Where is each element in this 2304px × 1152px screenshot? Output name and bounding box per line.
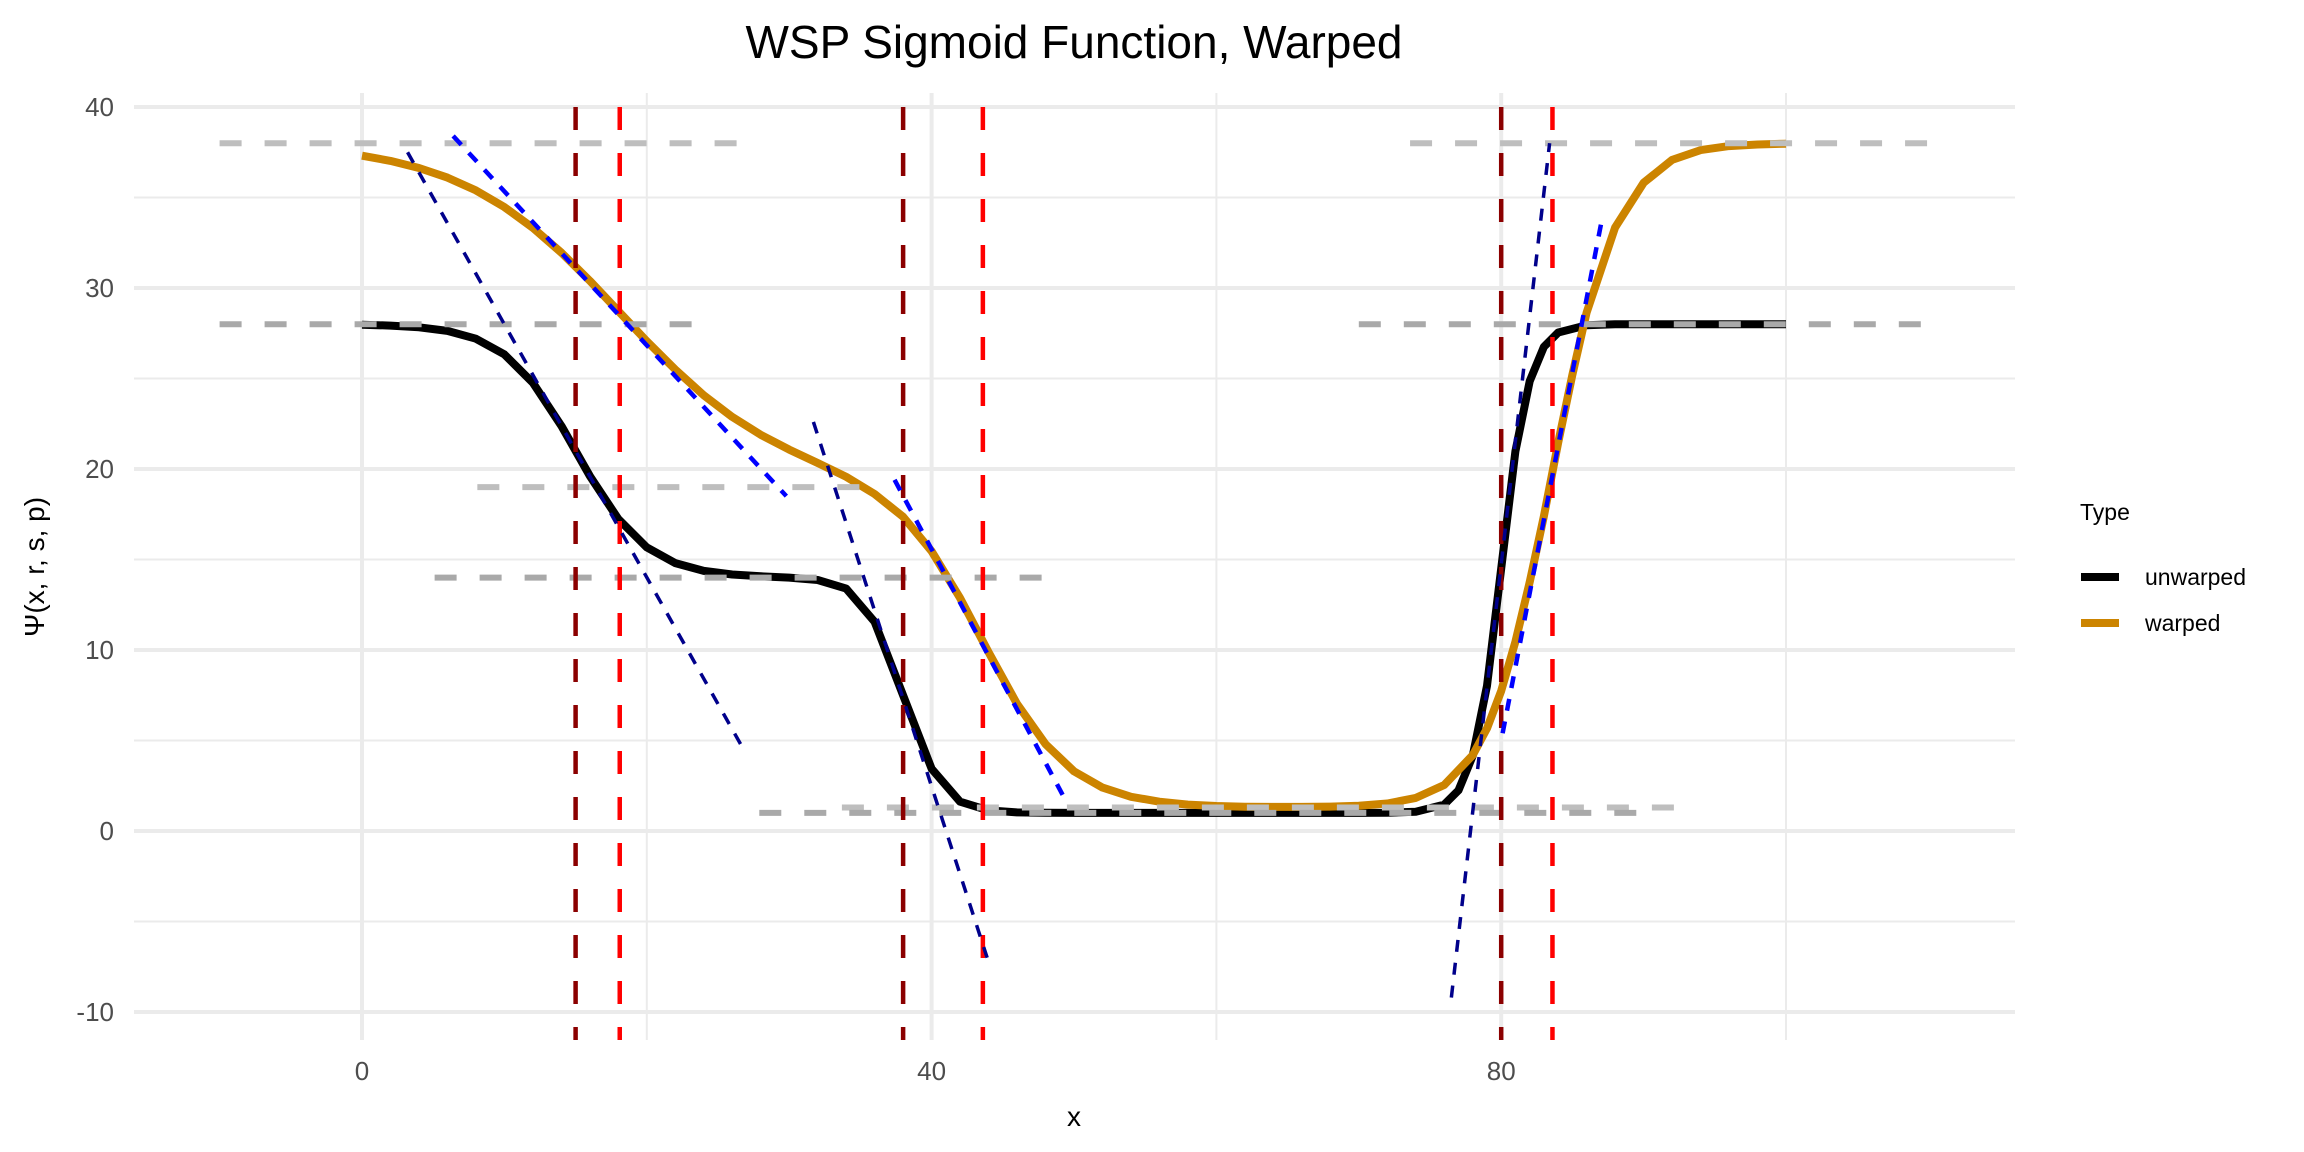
legend-title: Type (2080, 499, 2130, 525)
reference-vlines (573, 107, 1555, 1040)
legend-label-unwarped: unwarped (2145, 564, 2246, 590)
legend-item-unwarped: unwarped (2081, 564, 2246, 590)
legend: Type unwarped warped (2080, 499, 2246, 636)
y-axis-title: Ψ(x, r, s, p) (19, 497, 50, 637)
tangent-line-unwarped (811, 421, 989, 959)
x-tick-label: 0 (355, 1056, 369, 1086)
y-tick-label: 20 (85, 454, 114, 484)
grid (134, 93, 2015, 1040)
x-tick-label: 80 (1487, 1056, 1516, 1086)
tangent-lines (406, 134, 1605, 998)
tick-labels: -10 0 10 20 30 40 0 40 80 (76, 92, 1515, 1086)
tangent-line-warped (1500, 216, 1605, 734)
y-tick-label: -10 (76, 997, 114, 1027)
y-tick-label: 40 (85, 92, 114, 122)
chart-title: WSP Sigmoid Function, Warped (745, 16, 1402, 68)
y-tick-label: 30 (85, 273, 114, 303)
reference-hlines (219, 140, 1929, 816)
tangent-line-unwarped (1449, 143, 1552, 998)
y-tick-label: 0 (100, 816, 114, 846)
x-tick-label: 40 (917, 1056, 946, 1086)
legend-item-warped: warped (2081, 610, 2220, 636)
legend-label-warped: warped (2144, 610, 2220, 636)
x-axis-title: x (1067, 1101, 1081, 1132)
y-tick-label: 10 (85, 635, 114, 665)
